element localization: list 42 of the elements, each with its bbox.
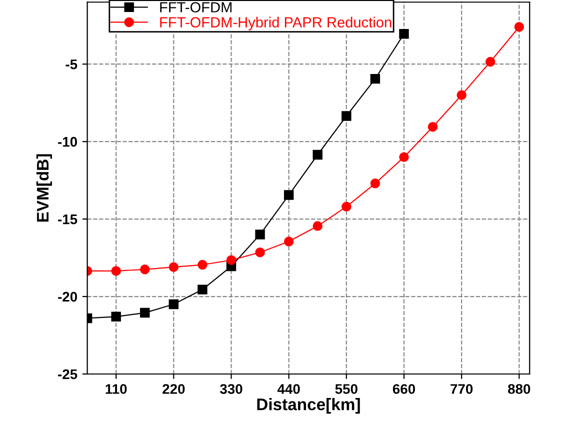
- x-tick-label: 550: [335, 384, 358, 394]
- y-tick-label: -10: [58, 136, 78, 147]
- y-tick-label: -5: [66, 60, 78, 70]
- point: [284, 236, 294, 246]
- x-tick-label: 220: [162, 384, 185, 394]
- x-axis-title: Distance[km]: [257, 398, 360, 414]
- y-axis-title: EVM[dB]: [36, 154, 52, 222]
- point: [226, 255, 236, 265]
- point: [399, 29, 409, 39]
- point: [399, 152, 409, 162]
- point: [140, 308, 150, 318]
- x-tick-label: 880: [508, 384, 530, 394]
- point: [456, 90, 466, 100]
- point: [198, 260, 208, 270]
- point: [255, 230, 265, 240]
- y-tick-label: -25: [58, 369, 78, 380]
- legend-label: FFT-OFDM-Hybrid PAPR Reduction: [160, 16, 392, 30]
- point: [198, 284, 208, 294]
- x-tick-label: 770: [450, 384, 473, 394]
- point: [514, 22, 524, 32]
- point: [168, 262, 179, 272]
- point: [312, 221, 322, 231]
- point: [370, 178, 380, 188]
- point: [168, 299, 179, 310]
- point: [486, 56, 496, 67]
- point: [342, 202, 352, 212]
- point: [312, 150, 322, 160]
- point: [255, 248, 265, 258]
- x-tick-label: 660: [392, 384, 416, 394]
- point: [428, 122, 438, 132]
- point: [140, 264, 150, 274]
- point: [370, 74, 380, 84]
- point: [111, 266, 121, 276]
- y-tick-label: -15: [58, 214, 78, 224]
- x-tick-label: 440: [277, 384, 300, 394]
- point: [284, 190, 294, 200]
- y-tick-label: -20: [58, 292, 78, 302]
- point: [342, 111, 352, 121]
- x-tick-label: 330: [220, 384, 242, 394]
- point: [111, 312, 121, 322]
- x-tick-label: 110: [106, 384, 127, 394]
- legend-label: FFT-OFDM: [160, 2, 232, 12]
